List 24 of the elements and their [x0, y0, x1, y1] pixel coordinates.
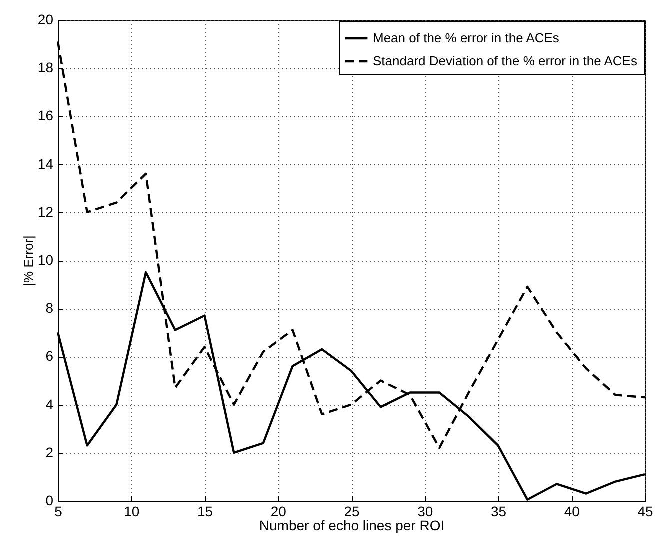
x-tick-label: 10 — [124, 504, 140, 520]
x-tick-label: 25 — [344, 504, 360, 520]
x-tick-label: 40 — [564, 504, 580, 520]
x-tick-label: 15 — [197, 504, 214, 520]
y-tick-label: 18 — [38, 60, 54, 76]
x-tick-label: 5 — [54, 504, 63, 520]
y-tick-label: 12 — [38, 204, 54, 220]
y-tick-label: 4 — [46, 396, 54, 412]
x-axis-title: Number of echo lines per ROI — [259, 518, 445, 534]
y-tick-label: 0 — [46, 492, 54, 508]
y-tick-label: 10 — [38, 252, 54, 268]
x-tick-label: 45 — [638, 504, 654, 520]
y-tick-label: 20 — [38, 12, 54, 28]
y-tick-label: 16 — [38, 108, 54, 124]
y-tick-label: 8 — [46, 300, 54, 316]
x-tick-label: 20 — [270, 504, 287, 520]
y-tick-label: 6 — [46, 348, 54, 364]
x-tick-label: 35 — [490, 504, 507, 520]
legend-label: Standard Deviation of the % error in the ACEs — [373, 54, 638, 68]
y-tick-label: 14 — [38, 156, 54, 172]
legend-label: Mean of the % error in the ACEs — [373, 30, 560, 46]
y-axis-title: |% Error| — [20, 236, 36, 286]
x-tick-label: 30 — [418, 504, 434, 520]
y-tick-label: 2 — [46, 444, 54, 460]
